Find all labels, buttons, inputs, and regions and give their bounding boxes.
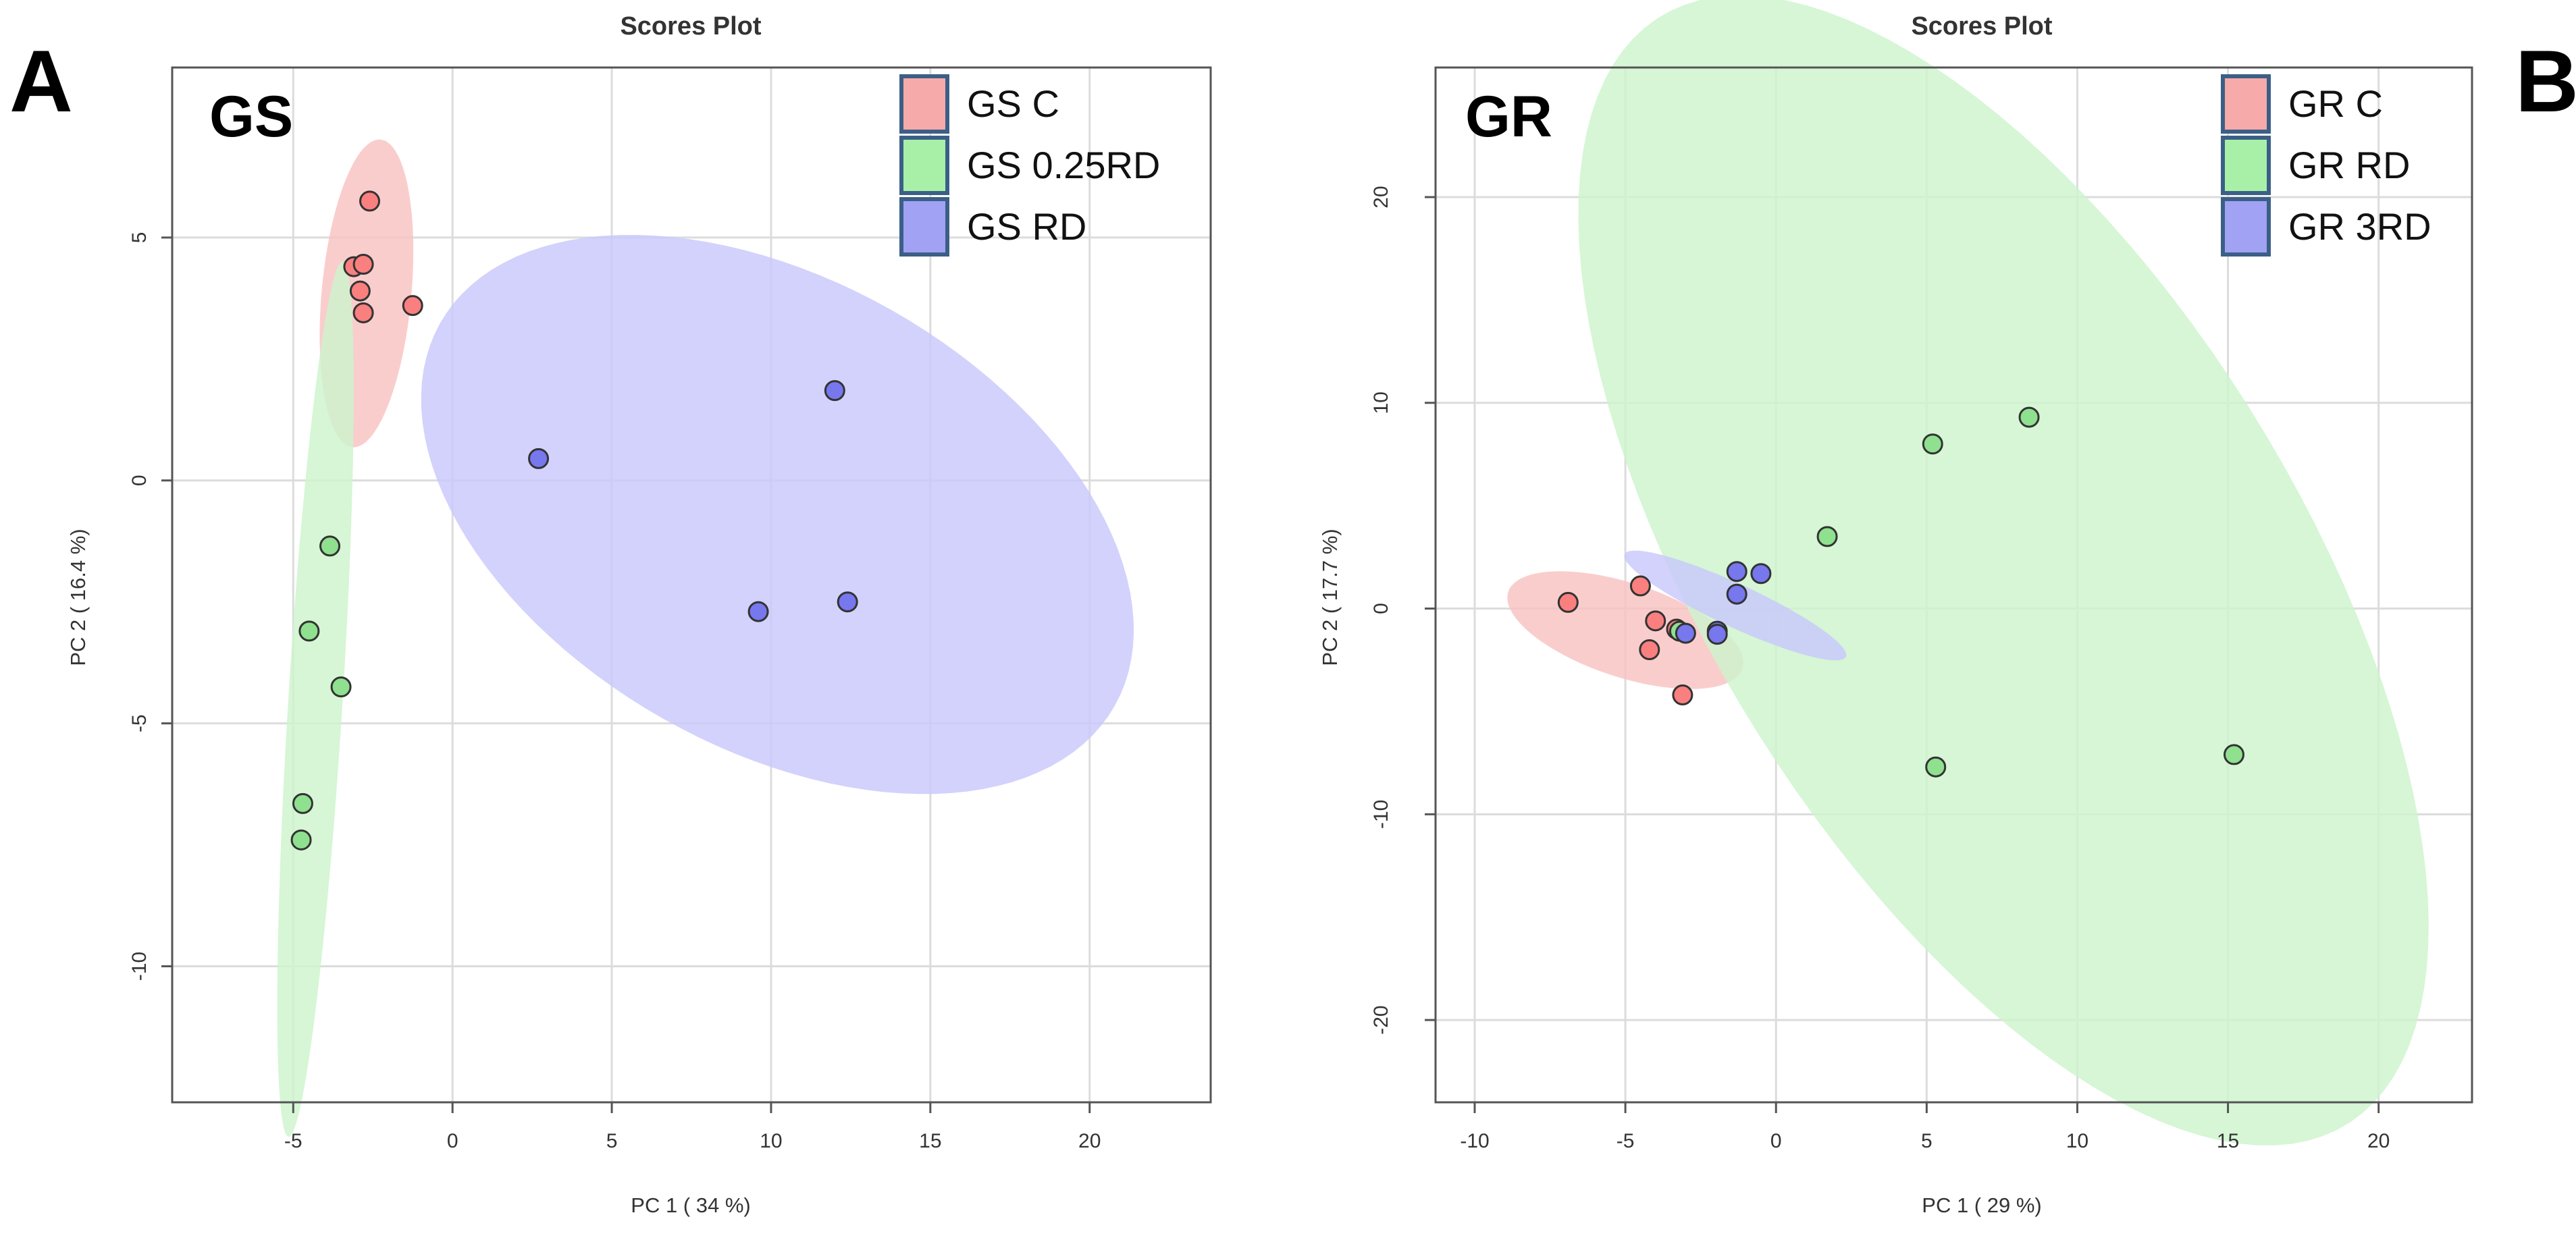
x-tick-label: 15 [919,1130,941,1152]
x-tick-label: 10 [760,1130,782,1152]
x-axis-label: PC 1 ( 29 %) [1922,1193,2041,1217]
y-tick-label: -10 [1370,800,1392,829]
y-tick-label: 20 [1370,186,1392,208]
x-tick-label: -10 [1460,1130,1489,1152]
data-point-gs-0-25rd [298,620,320,642]
data-point-gr-c [1645,610,1666,632]
y-tick-label: -10 [128,952,151,981]
data-point-gs-rd [747,601,769,622]
data-point-gs-0-25rd [290,829,312,851]
x-tick-label: 0 [447,1130,458,1152]
data-point-gr-3rd [1726,561,1747,583]
confidence-ellipse-gs-rd [421,235,1134,794]
gs-scores-plot-svg: A Scores Plot PC 1 ( 34 %) PC 2 ( 16.4 %… [9,12,1212,1217]
y-tick-label: 5 [128,232,151,244]
plot-frame [171,66,1212,1104]
legend-swatch-gr-rd [2221,136,2271,195]
gr-scores-plot-svg: B Scores Plot PC 1 ( 29 %) PC 2 ( 17.7 %… [1318,0,2576,1217]
x-tick-label: 20 [2367,1130,2390,1152]
legend-swatch-gs-rd [899,197,949,257]
legend-swatch-gs-0-25rd [899,136,949,195]
data-point-gr-c [1629,575,1651,597]
data-point-gs-rd [528,448,550,469]
legend-label: GS RD [967,205,1086,248]
data-point-gs-rd [837,591,858,613]
plot-frame [1434,66,2473,1104]
data-point-gs-c [352,302,374,323]
confidence-ellipse-gr-rd [1578,0,2429,1145]
x-tick-label: -5 [1616,1130,1635,1152]
group-label: GR [1465,84,1552,149]
data-point-gr-3rd [1750,563,1772,585]
y-tick-label: 0 [1370,603,1392,614]
legend-label: GS C [967,82,1059,125]
legend-swatch-gs-c [899,74,949,134]
data-point-gr-rd [1816,526,1838,547]
y-tick-label: -5 [128,714,151,732]
legend-label: GR 3RD [2288,205,2432,248]
y-tick-label: -20 [1370,1005,1392,1034]
x-tick-label: 5 [1921,1130,1933,1152]
legend: GS C GS 0.25RD GS RD [899,74,1160,257]
legend: GR C GR RD GR 3RD [2221,74,2432,257]
x-axis-label: PC 1 ( 34 %) [631,1193,750,1217]
data-point-gr-c [1672,684,1693,706]
data-point-gr-rd [1922,433,1943,455]
y-tick-label: 0 [128,475,151,486]
legend-label: GR RD [2288,144,2410,186]
x-tick-label: 15 [2217,1130,2239,1152]
data-point-gs-c [359,190,381,212]
x-tick-label: 10 [2066,1130,2088,1152]
data-point-gr-3rd [1675,622,1696,644]
y-tick-label: 10 [1370,392,1392,414]
data-point-gr-rd [1925,756,1947,778]
x-tick-label: 0 [1770,1130,1782,1152]
panel-b-gr-scores-plot: B Scores Plot PC 1 ( 29 %) PC 2 ( 17.7 %… [1286,0,2576,1240]
chart-title: Scores Plot [1911,12,2052,41]
chart-title: Scores Plot [620,12,761,41]
legend-swatch-gr-3rd [2221,197,2271,257]
legend-swatch-gr-c [2221,74,2271,134]
data-point-gs-0-25rd [292,792,313,814]
legend-label: GS 0.25RD [967,144,1160,186]
data-point-gr-rd [2223,744,2244,765]
x-tick-label: 5 [606,1130,618,1152]
panel-letter: A [9,32,73,130]
y-axis-label: PC 2 ( 17.7 %) [1318,529,1342,666]
data-point-gs-rd [824,380,845,402]
data-point-gs-c [349,280,371,302]
x-tick-label: -5 [284,1130,303,1152]
data-point-gr-c [1557,591,1579,613]
x-tick-label: 20 [1078,1130,1101,1152]
plot-area: -5 0 5 10 15 20 -10 -5 0 5 GS GS C GS 0.25RD GS RD [128,66,1212,1152]
data-point-gs-c [402,295,423,317]
panel-letter: B [2515,32,2576,130]
y-axis-label: PC 2 ( 16.4 %) [66,529,90,666]
data-point-gr-c [1639,639,1660,661]
plot-area: -10 -5 0 5 10 15 20 -20 -10 0 10 20 GR GR C GR RD GR 3R… [1370,0,2473,1152]
data-point-gs-0-25rd [330,676,352,698]
confidence-ellipse-gs-0-25rd [277,261,354,1137]
confidence-ellipse-gr-3rd [1624,550,1847,661]
panel-a-gs-scores-plot: A Scores Plot PC 1 ( 34 %) PC 2 ( 16.4 %… [0,0,1286,1240]
data-point-gr-3rd [1706,624,1728,645]
data-point-gr-3rd [1726,583,1747,605]
data-point-gr-rd [2018,406,2040,428]
data-point-gs-c [352,253,374,275]
data-point-gs-0-25rd [319,535,341,557]
legend-label: GR C [2288,82,2383,125]
group-label: GS [209,84,293,149]
